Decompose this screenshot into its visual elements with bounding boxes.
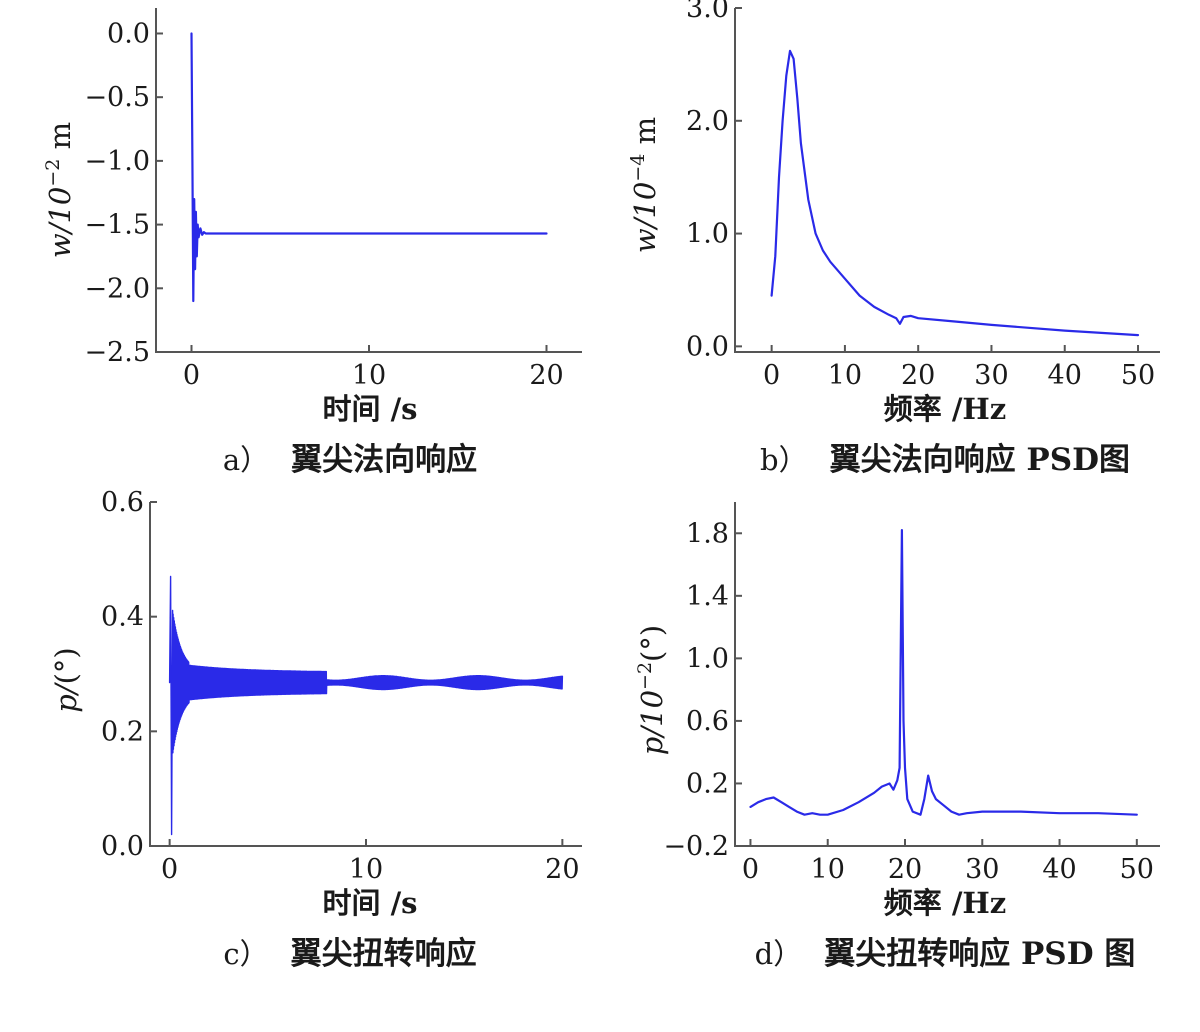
- panel-d-ytick-label: 1.8: [686, 518, 729, 549]
- panel-a-series-line: [190, 32, 548, 303]
- panel-c-caption: c） 翼尖扭转响应: [223, 936, 476, 972]
- panel-d-xtick-label: 50: [1120, 854, 1154, 885]
- panel-d-ytick-label: 0.6: [686, 706, 729, 737]
- panel-b-ytick-label: 1.0: [686, 219, 729, 250]
- panel-a: 0.0 −0.5 −1.0 −1.5 −2.0 −2.5 0 10 20 时间 /s w/10−…: [42, 8, 582, 478]
- panel-b-series-line: [770, 49, 1140, 337]
- panel-a-ytick-label: −0.5: [84, 82, 150, 113]
- panel-c-plot: 0.0 0.2 0.4 0.6 0 10 20: [101, 487, 582, 885]
- panel-a-plot: 0.0 −0.5 −1.0 −1.5 −2.0 −2.5 0 10 20: [84, 8, 582, 391]
- panel-b-xtick-label: 30: [974, 360, 1008, 391]
- panel-a-xtick-label: 20: [529, 360, 563, 391]
- panel-d-plot: −0.2 0.2 0.6 1.0 1.4 1.8 0 10 20 30 40 50: [663, 502, 1160, 885]
- panel-c-xtick-label: 20: [545, 854, 579, 885]
- panel-c-series-line: [168, 575, 564, 836]
- panel-c-ytick-label: 0.4: [101, 602, 144, 633]
- panel-d-caption: d） 翼尖扭转响应 PSD 图: [755, 936, 1136, 972]
- panel-c-xtick-label: 10: [349, 854, 383, 885]
- panel-c-ytick-label: 0.6: [101, 487, 144, 518]
- panel-a-ytick-label: −1.0: [84, 146, 150, 177]
- panel-d-xtick-label: 0: [742, 854, 759, 885]
- panel-a-ytick-label: −2.5: [84, 337, 150, 368]
- panel-b-ytick-label: 0.0: [686, 331, 729, 362]
- panel-b-ylabel: w/10−4 m: [627, 117, 662, 253]
- panel-a-ytick-label: −2.0: [84, 273, 150, 304]
- panel-d-ylabel: p/10−2(°): [634, 625, 669, 755]
- panel-b-xtick-label: 10: [828, 360, 862, 391]
- panel-d-xlabel: 频率 /Hz: [884, 886, 1007, 920]
- panel-c-xtick-label: 0: [161, 854, 178, 885]
- panel-a-xtick-label: 0: [183, 360, 200, 391]
- panel-d-ytick-label: 0.2: [686, 768, 729, 799]
- panel-c: 0.0 0.2 0.4 0.6 0 10 20 时间 /s p/(°) c） 翼尖扭转响应: [49, 487, 582, 972]
- panel-d-ytick-label: 1.4: [686, 581, 729, 612]
- panel-a-ytick-label: 0.0: [107, 18, 150, 49]
- panel-b-axes: [734, 8, 1160, 353]
- panel-a-ylabel: w/10−2 m: [42, 122, 77, 258]
- panel-c-ylabel: p/(°): [49, 647, 83, 712]
- panel-b-xtick-label: 40: [1048, 360, 1082, 391]
- panel-d-xtick-label: 30: [965, 854, 999, 885]
- panel-a-caption: a） 翼尖法向响应: [223, 442, 477, 478]
- panel-b-xlabel: 频率 /Hz: [884, 392, 1007, 426]
- panel-c-ytick-label: 0.0: [101, 831, 144, 862]
- panel-d-xtick-label: 20: [888, 854, 922, 885]
- panel-b-ytick-label: 3.0: [686, 0, 729, 24]
- panel-b-xtick-label: 20: [901, 360, 935, 391]
- panel-d-series-line: [749, 529, 1138, 816]
- panel-a-xlabel: 时间 /s: [322, 392, 417, 426]
- panel-d-xtick-label: 10: [811, 854, 845, 885]
- panel-d-ytick-label: 1.0: [686, 643, 729, 674]
- panel-b-xtick-label: 0: [763, 360, 780, 391]
- panel-b: 0.01.02.03.00 10 20 30 40 50 频率 /Hz w/10−4 m …: [627, 0, 1160, 478]
- panel-d: −0.2 0.2 0.6 1.0 1.4 1.8 0 10 20 30 40 50 频率 /Hz p/…: [634, 502, 1160, 972]
- panel-a-xtick-label: 10: [352, 360, 386, 391]
- panel-c-xlabel: 时间 /s: [322, 886, 417, 920]
- panel-c-ytick-label: 0.2: [101, 716, 144, 747]
- panel-a-ytick-label: −1.5: [84, 210, 150, 241]
- panel-d-axes: [734, 502, 1160, 847]
- panel-d-ytick-label: −0.2: [663, 831, 729, 862]
- panel-a-axes: [155, 8, 582, 353]
- panel-b-caption: b） 翼尖法向响应 PSD图: [760, 442, 1130, 478]
- panel-d-xtick-label: 40: [1042, 854, 1076, 885]
- panel-b-xtick-label: 50: [1121, 360, 1155, 391]
- panel-b-plot: 0.0 1.0 2.0 3.0 0 10 20 30 40 50: [686, 0, 1160, 391]
- panel-b-ytick-label: 2.0: [686, 106, 729, 137]
